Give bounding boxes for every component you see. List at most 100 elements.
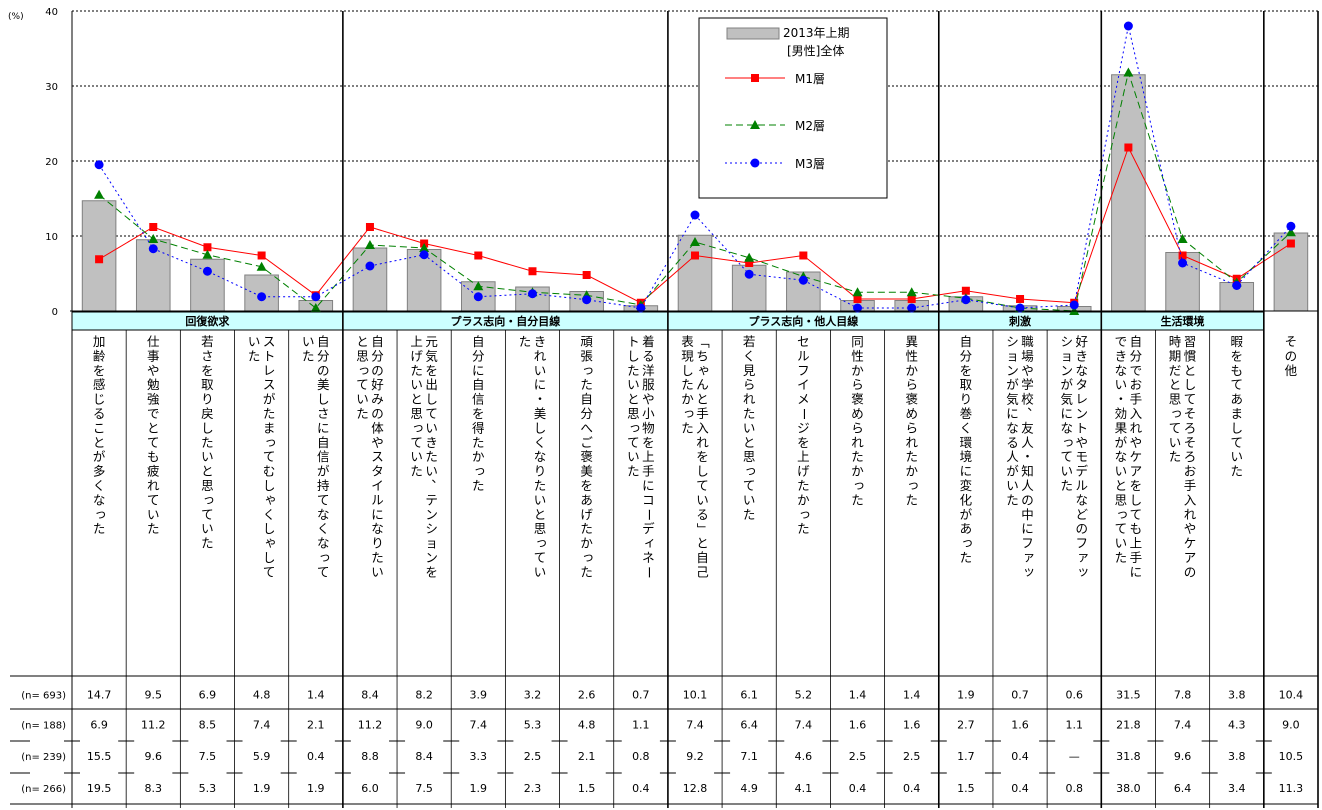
- value-cell: 1.4: [307, 689, 325, 702]
- svg-text:人: 人: [1021, 435, 1034, 450]
- svg-text:ら: ら: [905, 377, 918, 392]
- svg-text:し: し: [627, 348, 640, 363]
- row-n-label: (n= 239): [21, 752, 66, 763]
- svg-text:慣: 慣: [1184, 348, 1197, 363]
- svg-text:を: を: [472, 406, 485, 421]
- svg-text:が: が: [1115, 435, 1128, 450]
- y-tick-label: 10: [45, 232, 58, 243]
- svg-text:い: い: [410, 449, 423, 464]
- svg-text:ィ: ィ: [644, 535, 657, 550]
- svg-text:友: 友: [1021, 420, 1034, 435]
- value-cell: 0.4: [307, 750, 325, 763]
- svg-text:得: 得: [472, 420, 485, 435]
- svg-text:ア: ア: [1184, 550, 1197, 565]
- value-cell: 1.5: [957, 782, 975, 795]
- svg-text:た: た: [960, 550, 973, 565]
- svg-text:て: て: [147, 492, 160, 507]
- svg-text:そ: そ: [1184, 435, 1197, 450]
- bar: [677, 234, 713, 312]
- svg-text:疲: 疲: [147, 464, 160, 479]
- value-cell: 0.8: [1065, 782, 1083, 795]
- svg-text:た: た: [410, 363, 423, 378]
- svg-text:し: し: [263, 521, 276, 536]
- svg-text:に: に: [371, 507, 384, 522]
- svg-text:か: か: [851, 363, 864, 378]
- point-marker: [1123, 21, 1133, 31]
- svg-text:い: い: [425, 420, 438, 435]
- value-cell: 1.4: [849, 689, 867, 702]
- svg-text:タ: タ: [1075, 377, 1088, 392]
- svg-text:た: た: [371, 550, 384, 565]
- y-tick-label: 20: [45, 157, 58, 168]
- svg-text:自: 自: [580, 392, 593, 407]
- svg-text:い: い: [627, 449, 640, 464]
- svg-text:に: に: [960, 464, 973, 479]
- value-cell: 15.5: [87, 750, 112, 763]
- svg-text:巻: 巻: [960, 406, 973, 421]
- svg-text:に: に: [317, 420, 330, 435]
- svg-text:・: ・: [1115, 392, 1128, 407]
- svg-text:て: て: [1230, 377, 1243, 392]
- svg-text:が: が: [960, 507, 973, 522]
- svg-text:ろ: ろ: [1184, 420, 1197, 435]
- point-marker: [148, 244, 158, 254]
- svg-text:た: た: [356, 406, 369, 421]
- svg-text:ル: ル: [371, 492, 384, 507]
- svg-text:た: た: [201, 536, 214, 551]
- svg-text:て: て: [201, 507, 214, 522]
- svg-text:手: 手: [1130, 550, 1143, 565]
- svg-text:の: の: [1021, 492, 1034, 507]
- legend-marker: [750, 158, 760, 168]
- value-cell: 3.3: [470, 750, 488, 763]
- svg-text:た: た: [263, 406, 276, 421]
- svg-text:ル: ル: [1075, 478, 1088, 493]
- value-cell: 1.6: [1011, 719, 1029, 732]
- svg-text:ジ: ジ: [797, 420, 810, 435]
- point-marker: [257, 292, 267, 302]
- svg-text:が: が: [1006, 377, 1019, 392]
- value-cell: 1.6: [903, 719, 921, 732]
- svg-text:変: 変: [960, 478, 973, 493]
- value-cell: 19.5: [87, 782, 112, 795]
- value-cell: 2.5: [849, 750, 867, 763]
- svg-text:美: 美: [317, 377, 330, 392]
- y-tick-label: 0: [52, 307, 58, 318]
- svg-text:ら: ら: [905, 420, 918, 435]
- svg-text:い: い: [1230, 449, 1243, 464]
- svg-text:そ: そ: [1285, 334, 1298, 349]
- svg-text:る: る: [696, 507, 709, 522]
- svg-text:思: 思: [1169, 392, 1182, 407]
- svg-text:入: 入: [696, 420, 709, 435]
- svg-text:分: 分: [960, 348, 973, 363]
- svg-text:さ: さ: [317, 406, 330, 421]
- value-cell: 4.1: [795, 782, 813, 795]
- value-cell: 11.3: [1279, 782, 1304, 795]
- value-cell: 3.8: [1228, 750, 1246, 763]
- svg-text:を: を: [425, 564, 438, 579]
- value-cell: 7.4: [1174, 719, 1192, 732]
- svg-text:ァ: ァ: [1077, 549, 1090, 564]
- svg-text:ケ: ケ: [1184, 536, 1197, 551]
- value-cell: 9.0: [415, 719, 433, 732]
- svg-text:お: お: [1184, 464, 1197, 479]
- value-cell: 9.0: [1282, 719, 1300, 732]
- svg-text:か: か: [905, 363, 918, 378]
- value-cell: 2.1: [578, 750, 596, 763]
- svg-text:く: く: [743, 348, 756, 363]
- svg-text:い: い: [1169, 435, 1182, 450]
- value-cell: 0.6: [1065, 689, 1083, 702]
- svg-text:っ: っ: [203, 491, 216, 506]
- svg-text:と: と: [147, 420, 160, 435]
- svg-text:な: な: [534, 449, 547, 464]
- point-marker: [1286, 239, 1295, 248]
- value-cell: 1.9: [470, 782, 488, 795]
- svg-text:デ: デ: [1075, 464, 1088, 479]
- svg-text:く: く: [317, 521, 330, 536]
- svg-text:と: と: [1184, 363, 1197, 378]
- value-cell: 2.5: [524, 750, 542, 763]
- point-marker: [1177, 234, 1188, 243]
- svg-text:や: や: [1075, 435, 1088, 450]
- point-marker: [853, 303, 863, 313]
